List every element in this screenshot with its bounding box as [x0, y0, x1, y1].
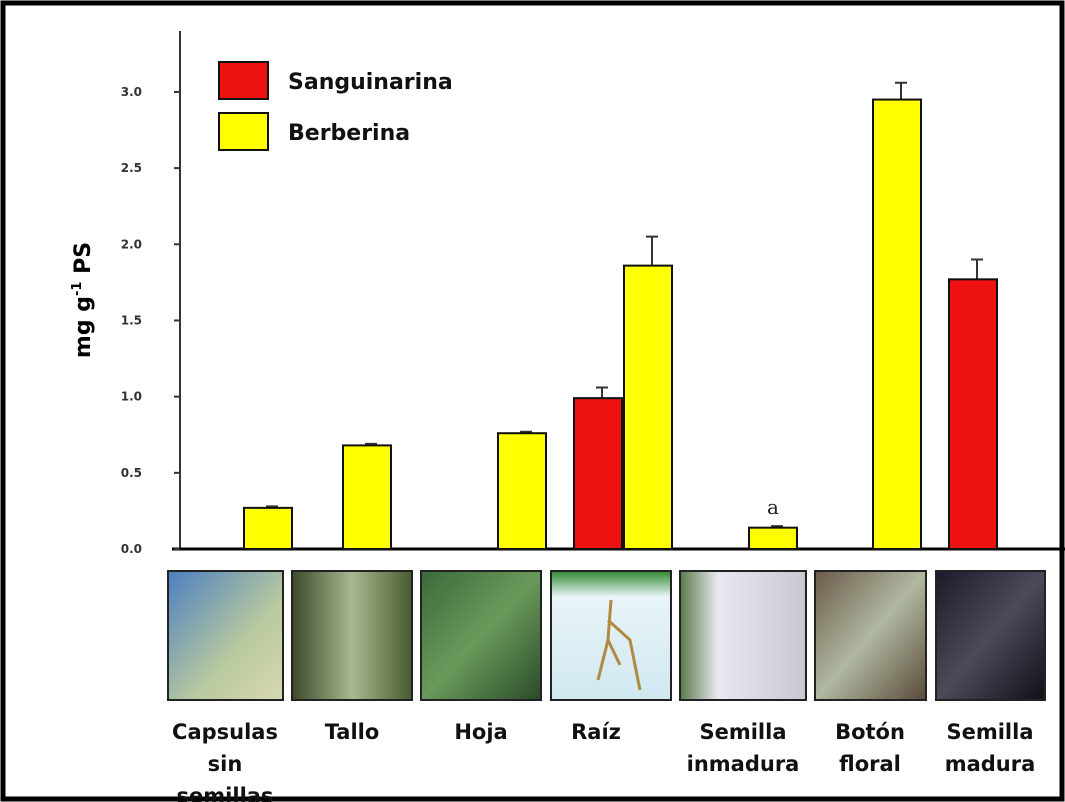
y-tick-label: 0.0 — [121, 542, 142, 556]
bar — [498, 433, 546, 549]
bar — [574, 398, 622, 549]
y-tick-label: 1.0 — [121, 390, 142, 404]
photo — [815, 571, 926, 700]
category-label: Botón floral — [805, 716, 935, 780]
photo — [168, 571, 283, 700]
legend-swatch — [219, 113, 268, 150]
category-label: Raíz — [531, 716, 661, 748]
error-bar — [971, 260, 983, 280]
bar — [343, 445, 391, 549]
bar — [749, 528, 797, 549]
bar — [624, 266, 672, 549]
y-tick-label: 1.5 — [121, 313, 142, 327]
y-axis-label: mg g-1 PS — [70, 242, 96, 358]
error-bar — [646, 237, 658, 266]
photo — [680, 571, 806, 700]
legend-label: Berberina — [288, 121, 410, 146]
photo — [551, 571, 671, 700]
category-label: Semilla madura — [925, 716, 1055, 780]
bar — [873, 100, 921, 549]
y-tick-label: 3.0 — [121, 85, 142, 99]
photo — [936, 571, 1045, 700]
bar — [244, 508, 292, 549]
page: mg g-1 PS 0.0 0.5 1.0 1.5 2.0 2.5 3.0 a Sanguina… — [0, 0, 1065, 802]
chart: mg g-1 PS 0.0 0.5 1.0 1.5 2.0 2.5 3.0 a Sanguina… — [0, 0, 1065, 802]
category-label: Hoja — [416, 716, 546, 748]
legend-label: Sanguinarina — [288, 70, 453, 95]
category-label: Tallo — [287, 716, 417, 748]
y-tick-label: 0.5 — [121, 466, 142, 480]
error-bar — [596, 388, 608, 399]
y-tick-label: 2.5 — [121, 161, 142, 175]
photo — [421, 571, 541, 700]
category-label: Semilla inmadura — [678, 716, 808, 780]
legend-swatch — [219, 62, 268, 99]
annotation: a — [767, 495, 779, 519]
y-tick-label: 2.0 — [121, 237, 142, 251]
error-bar — [895, 83, 907, 100]
category-label: Capsulas sin semillas — [160, 716, 290, 802]
bar — [949, 279, 997, 549]
photo — [292, 571, 412, 700]
